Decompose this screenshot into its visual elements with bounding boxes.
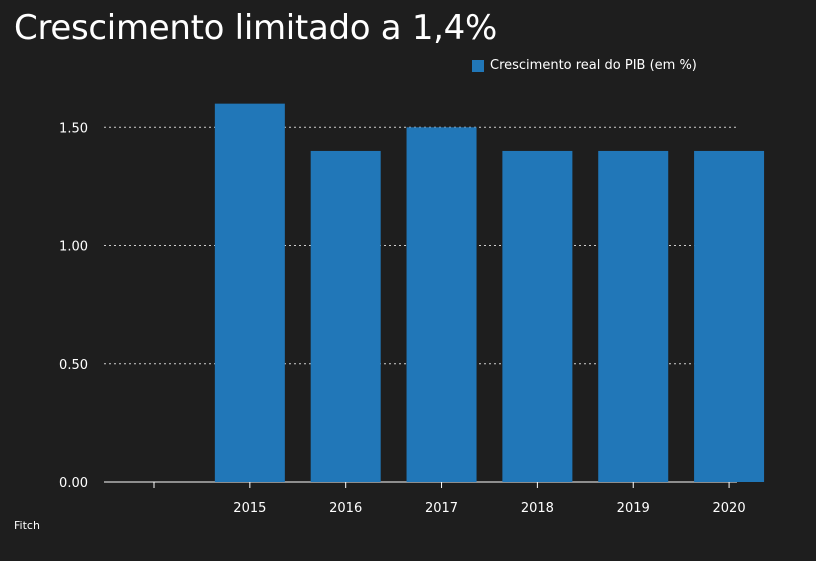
y-tick-label: 1.00 — [59, 240, 88, 255]
source-label: Fitch — [14, 519, 40, 532]
bar — [502, 150, 573, 483]
bar — [214, 103, 285, 482]
x-tick-label: 2018 — [521, 501, 554, 516]
x-tick-label: 2015 — [233, 501, 266, 516]
bar — [598, 150, 669, 483]
x-tick-label: 2020 — [713, 501, 746, 516]
bar — [406, 127, 477, 482]
bar — [694, 150, 765, 483]
x-tick-label: 2016 — [329, 501, 362, 516]
x-tick-label: 2019 — [617, 501, 650, 516]
legend: Crescimento real do PIB (em %) — [472, 58, 697, 73]
bar — [310, 150, 381, 483]
chart-title: Crescimento limitado a 1,4% — [14, 8, 498, 48]
legend-swatch — [472, 59, 484, 72]
y-tick-label: 0.00 — [59, 476, 88, 491]
y-tick-label: 1.50 — [59, 121, 88, 136]
legend-label: Crescimento real do PIB (em %) — [490, 58, 697, 73]
x-tick-label: 2017 — [425, 501, 458, 516]
y-tick-label: 0.50 — [59, 358, 88, 373]
